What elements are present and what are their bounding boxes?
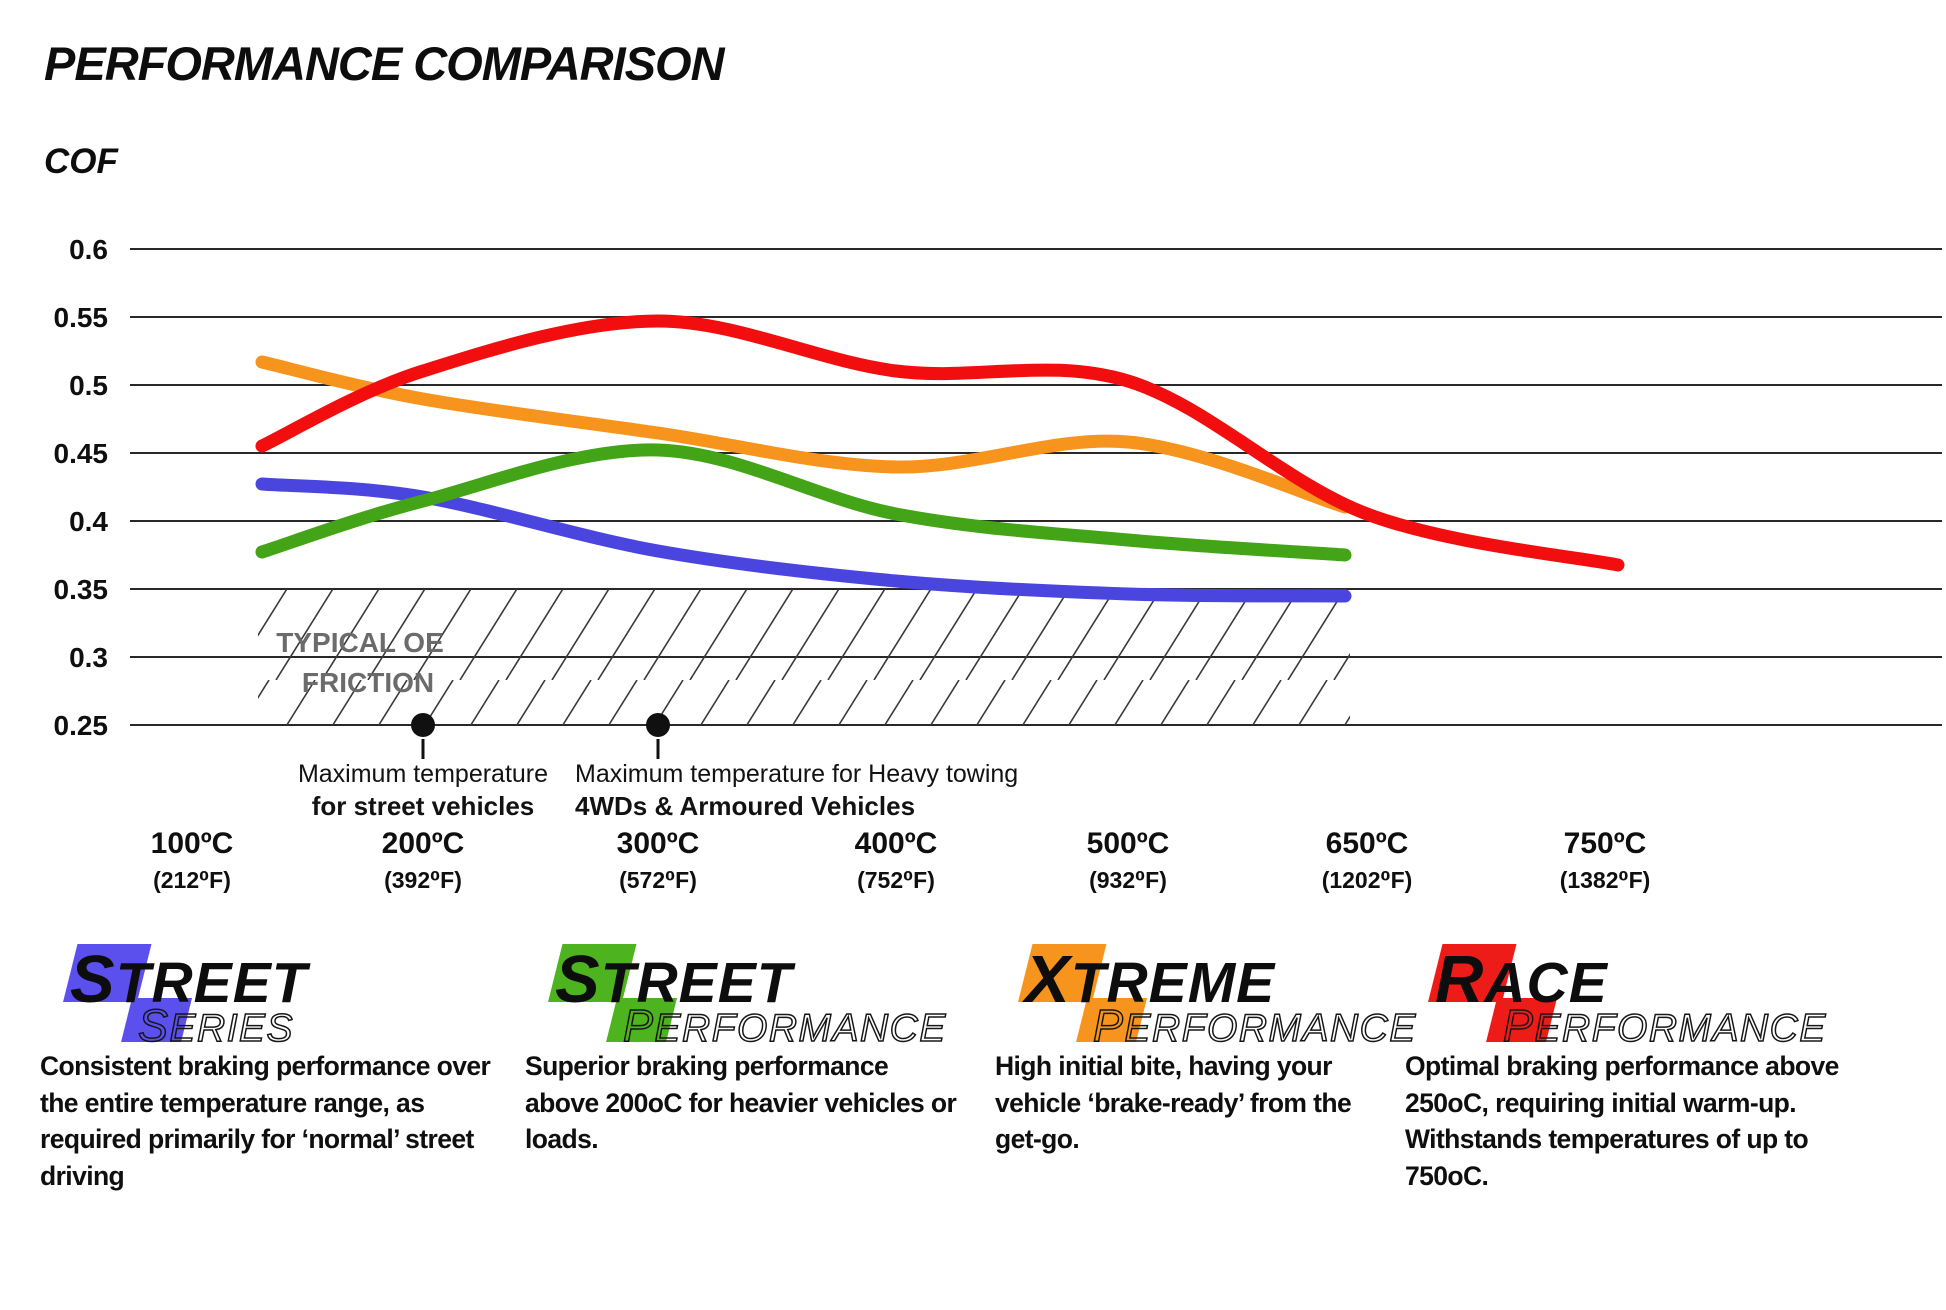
x-tick-fahrenheit: (1382⁰F) xyxy=(1560,867,1651,893)
x-tick-celsius: 650ºC xyxy=(1326,827,1409,860)
brand-word-primary: STREET xyxy=(70,942,311,1017)
x-tick-celsius: 300ºC xyxy=(617,827,700,860)
brand-description-race-performance: Optimal braking performance above 250oC,… xyxy=(1405,1051,1839,1191)
brand-word-primary: RACE xyxy=(1435,942,1609,1017)
svg-text:4WDs & Armoured Vehicles: 4WDs & Armoured Vehicles xyxy=(575,791,915,821)
y-tick-label: 0.35 xyxy=(54,574,109,605)
curve-street-series xyxy=(255,477,1352,603)
brand-description-xtreme-performance: High initial bite, having your vehicle ‘… xyxy=(995,1051,1352,1155)
svg-text:for street vehicles: for street vehicles xyxy=(312,791,535,821)
max-temperature-dot xyxy=(646,713,670,737)
brand-description-street-performance: Superior braking performance above 200oC… xyxy=(525,1051,957,1155)
brand-word-secondary: PERFORMANCE xyxy=(1503,1000,1827,1051)
curve-xtreme-performance xyxy=(255,355,1352,514)
x-tick-fahrenheit: (572⁰F) xyxy=(619,867,697,893)
brand-street-series: STREET SERIES xyxy=(40,942,520,1052)
y-tick-label: 0.3 xyxy=(69,642,108,673)
typical-oe-friction-band xyxy=(258,589,1350,725)
typical-oe-friction-label: TYPICAL OE FRICTION xyxy=(276,627,444,698)
brand-description-street-series: Consistent braking performance over the … xyxy=(40,1051,491,1191)
svg-text:TYPICAL OE: TYPICAL OE xyxy=(276,627,444,658)
brand-race-performance: RACE PERFORMANCE xyxy=(1405,942,1885,1052)
curve-street-performance xyxy=(255,443,1352,562)
gridlines xyxy=(130,248,1942,726)
x-tick-celsius: 100ºC xyxy=(151,827,234,860)
brand-word-primary: STREET xyxy=(555,942,796,1017)
brand-word-secondary: SERIES xyxy=(138,1000,294,1051)
y-tick-label: 0.55 xyxy=(54,302,109,333)
brand-street-performance: STREET PERFORMANCE xyxy=(525,942,1005,1052)
x-tick-fahrenheit: (752⁰F) xyxy=(857,867,935,893)
x-tick-celsius: 200ºC xyxy=(382,827,465,860)
curve-race-performance xyxy=(255,314,1625,572)
brand-color-blocks xyxy=(1428,944,1558,1042)
brand-color-blocks xyxy=(1018,944,1148,1042)
brand-color-blocks xyxy=(63,944,193,1042)
x-axis-tick-labels: 100ºC (212⁰F) 200ºC (392⁰F) 300ºC (572⁰F) 400º… xyxy=(151,827,1651,893)
x-tick-fahrenheit: (1202⁰F) xyxy=(1322,867,1413,893)
y-tick-label: 0.6 xyxy=(69,234,108,265)
y-tick-label: 0.5 xyxy=(69,370,108,401)
max-temperature-dot xyxy=(411,713,435,737)
x-tick-celsius: 400ºC xyxy=(855,827,938,860)
x-tick-fahrenheit: (932⁰F) xyxy=(1089,867,1167,893)
x-tick-fahrenheit: (392⁰F) xyxy=(384,867,462,893)
y-tick-label: 0.25 xyxy=(54,710,109,741)
brand-word-primary: XTREME xyxy=(1021,942,1276,1017)
x-tick-fahrenheit: (212⁰F) xyxy=(153,867,231,893)
max-temperature-annotation: Maximum temperature for Heavy towing 4WDs… xyxy=(575,760,1018,821)
y-axis-title: COF xyxy=(44,142,118,181)
x-tick-celsius: 500ºC xyxy=(1087,827,1170,860)
max-temperature-annotation: Maximum temperature for street vehicles xyxy=(298,760,548,821)
y-axis-tick-labels: 0.6 0.55 0.5 0.45 0.4 0.35 0.3 0.25 xyxy=(54,234,109,741)
brand-xtreme-performance: XTREME PERFORMANCE xyxy=(995,942,1475,1052)
y-tick-label: 0.45 xyxy=(54,438,109,469)
y-tick-label: 0.4 xyxy=(69,506,108,537)
svg-text:Maximum temperature: Maximum temperature xyxy=(298,760,548,788)
svg-text:FRICTION: FRICTION xyxy=(302,667,434,698)
x-tick-celsius: 750ºC xyxy=(1564,827,1647,860)
brand-word-secondary: PERFORMANCE xyxy=(623,1000,947,1051)
brand-color-blocks xyxy=(548,944,678,1042)
svg-text:Maximum temperature for Heavy: Maximum temperature for Heavy towing xyxy=(575,760,1018,788)
brand-word-secondary: PERFORMANCE xyxy=(1093,1000,1417,1051)
page-title: PERFORMANCE COMPARISON xyxy=(44,37,725,90)
